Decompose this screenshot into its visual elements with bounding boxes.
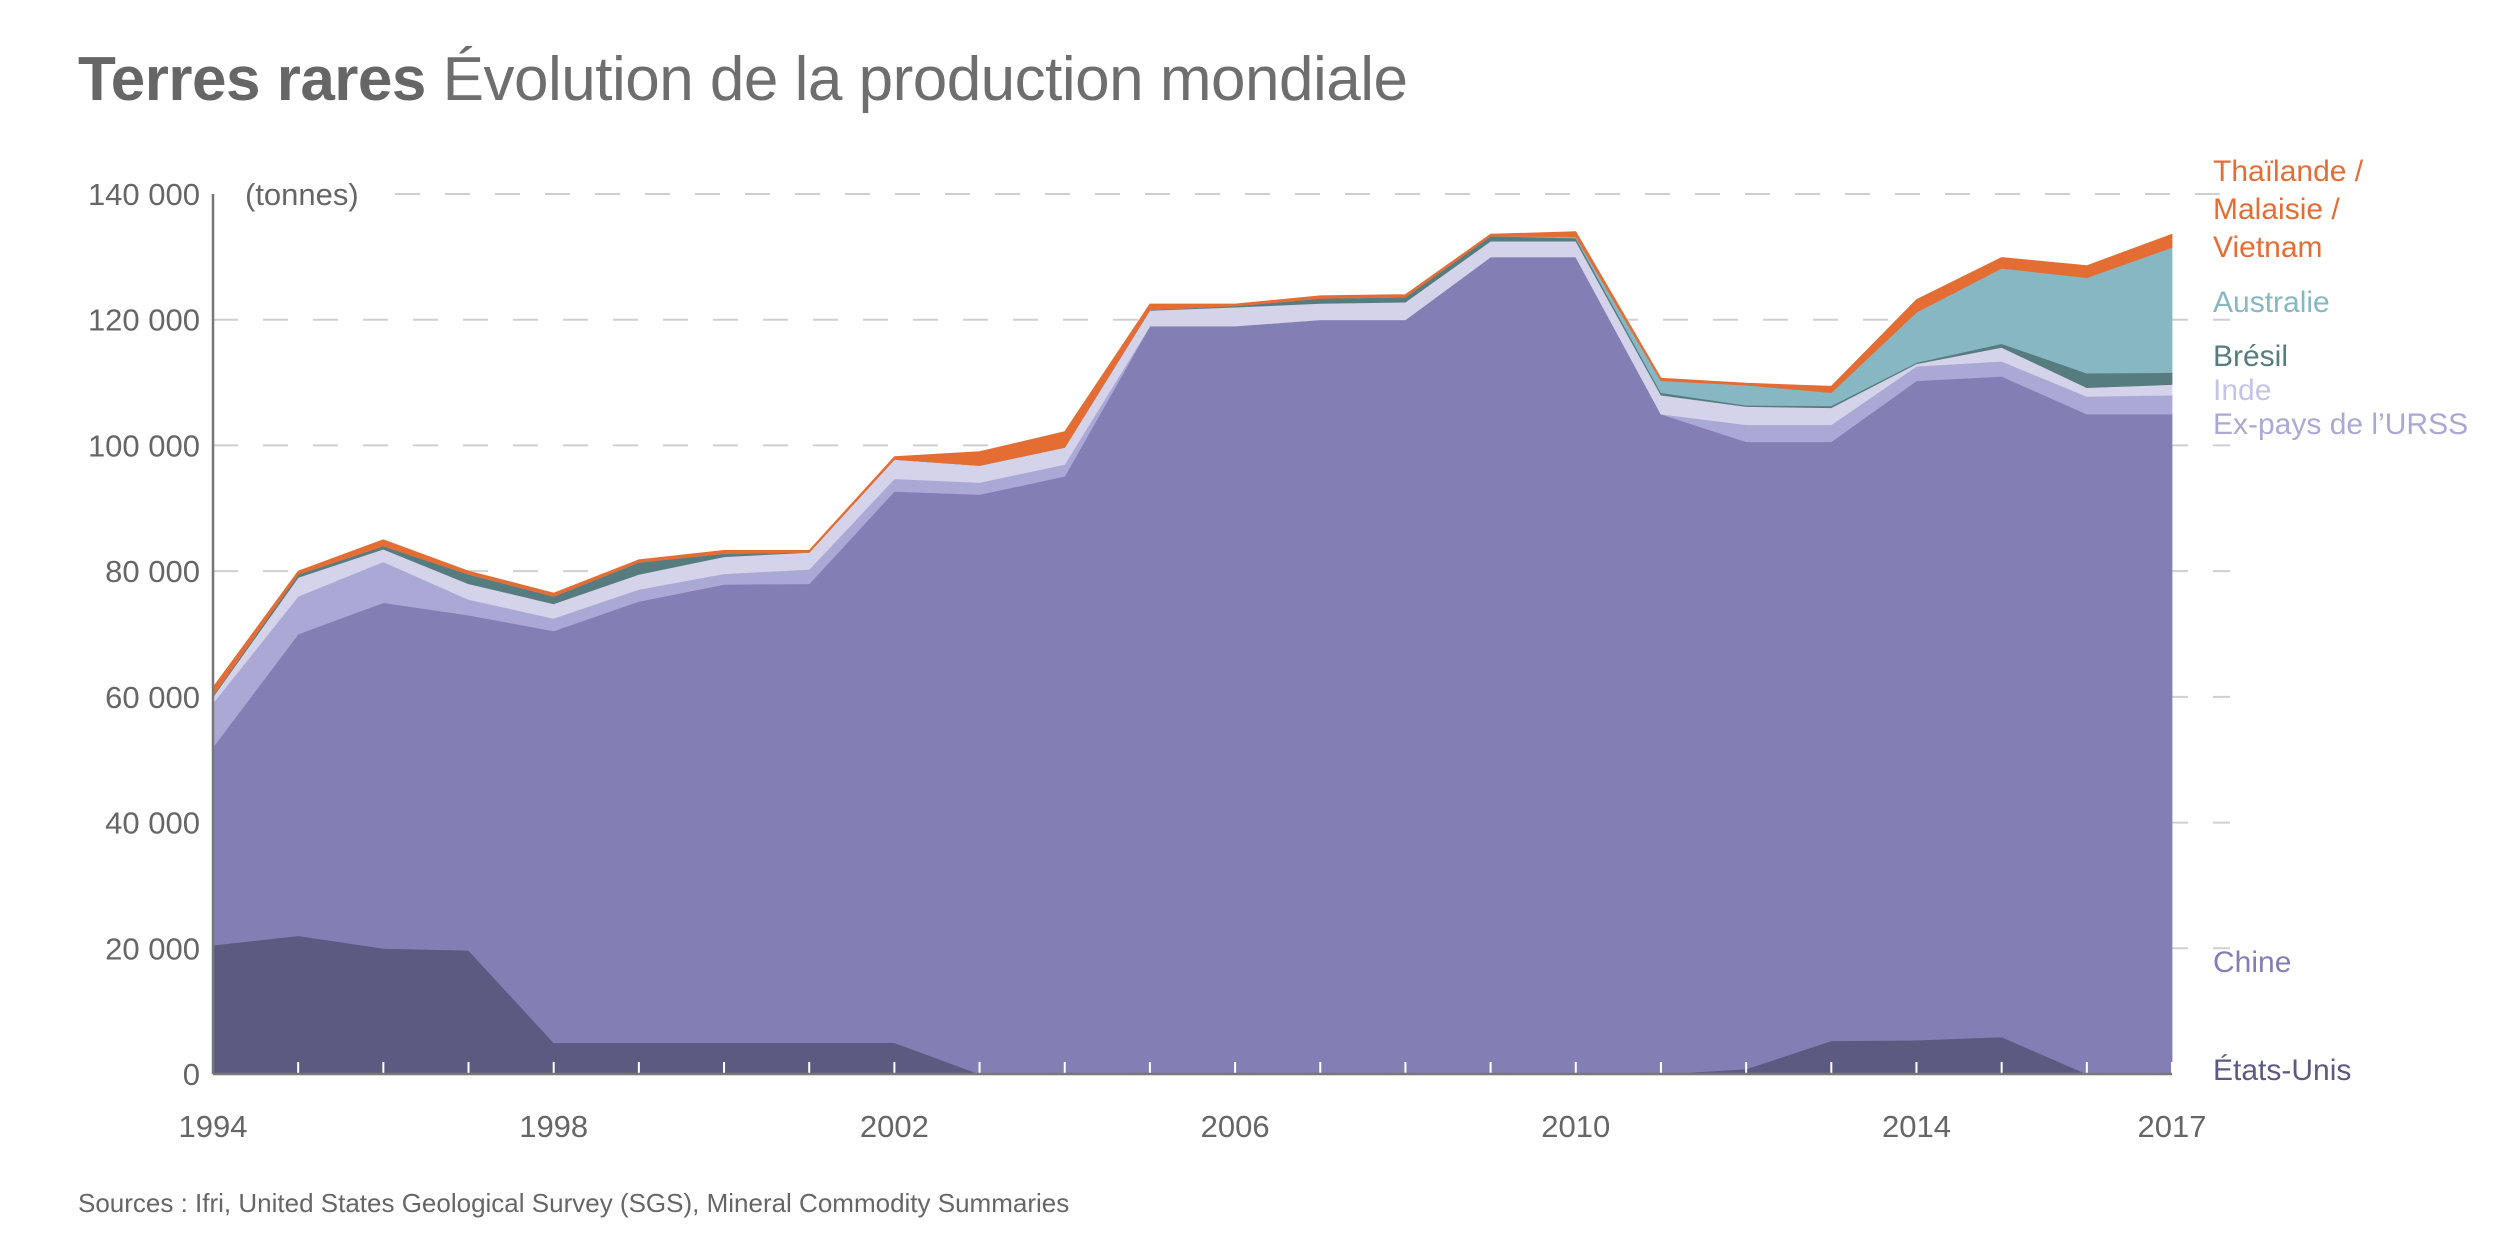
legend-label: Inde bbox=[2213, 374, 2271, 407]
legend-label: Australie bbox=[2213, 286, 2330, 319]
x-tick-label-2017: 2017 bbox=[2138, 1109, 2207, 1144]
y-tick-label-40000: 40 000 bbox=[105, 806, 200, 841]
legend-label: États-Unis bbox=[2213, 1054, 2351, 1087]
y-tick-label-80000: 80 000 bbox=[105, 554, 200, 589]
x-tick-label-2014: 2014 bbox=[1882, 1109, 1951, 1144]
y-axis-labels: 0 20 000 40 000 60 000 80 000 100 000 120 000 1… bbox=[88, 177, 200, 1092]
y-tick-label-120000: 120 000 bbox=[88, 303, 200, 338]
chart-title-bold: Terres rares bbox=[78, 45, 426, 114]
legend-label: Thaïlande / bbox=[2213, 155, 2364, 188]
x-tick-label-2010: 2010 bbox=[1541, 1109, 1610, 1144]
area-tha-lande-malaisie-vietnam bbox=[212, 231, 2173, 696]
x-tick-label-2006: 2006 bbox=[1201, 1109, 1270, 1144]
x-axis-ticks bbox=[212, 1062, 2173, 1074]
y-tick-label-100000: 100 000 bbox=[88, 428, 200, 463]
x-tick-label-2002: 2002 bbox=[860, 1109, 929, 1144]
x-axis-labels: 1994 1998 2002 2006 2010 2014 2017 bbox=[179, 1109, 2207, 1144]
x-tick-label-1994: 1994 bbox=[179, 1109, 248, 1144]
area-layers bbox=[212, 231, 2173, 1075]
source-note: Sources : Ifri, United States Geological… bbox=[78, 1188, 1070, 1218]
y-tick-label-0: 0 bbox=[183, 1057, 200, 1092]
chart-title: Terres rares Évolution de la production … bbox=[78, 40, 1408, 120]
y-tick-label-60000: 60 000 bbox=[105, 680, 200, 715]
y-tick-label-140000: 140 000 bbox=[88, 177, 200, 212]
y-tick-label-20000: 20 000 bbox=[105, 931, 200, 966]
legend-label: Vietnam bbox=[2213, 231, 2323, 264]
chart-title-subtitle: Évolution de la production mondiale bbox=[442, 45, 1408, 114]
x-tick-label-1998: 1998 bbox=[519, 1109, 588, 1144]
legend-label: Chine bbox=[2213, 946, 2291, 979]
legend-label: Malaisie / bbox=[2213, 193, 2340, 226]
legend: Thaïlande / Malaisie / Vietnam Australie Bré… bbox=[2213, 155, 2468, 1087]
y-axis-unit-label: (tonnes) bbox=[245, 177, 359, 212]
legend-label: Brésil bbox=[2213, 340, 2288, 373]
legend-label: Ex-pays de l’URSS bbox=[2213, 408, 2468, 441]
